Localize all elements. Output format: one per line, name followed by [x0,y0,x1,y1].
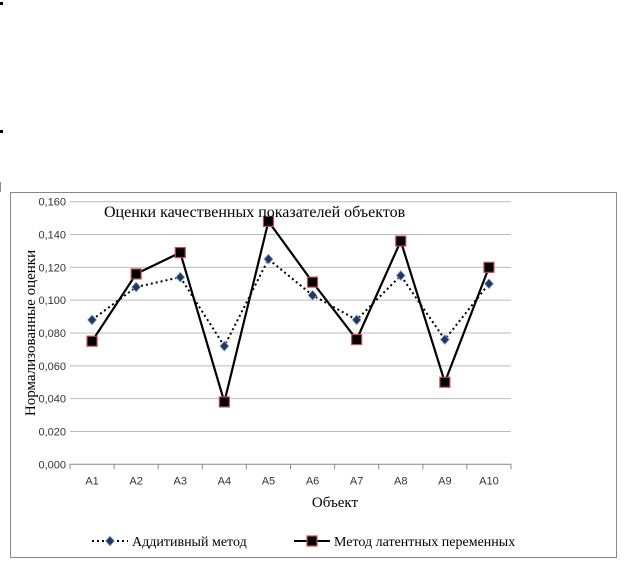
y-tick-label: 0,140 [38,230,66,242]
y-tick-label: 0,120 [38,262,66,274]
legend-label: Аддитивный метод [132,535,247,550]
chart-border [10,192,617,558]
y-tick-label: 0,080 [38,328,66,340]
x-tick-label: A3 [174,475,187,487]
data-point [174,246,186,259]
data-point [395,269,406,282]
data-point [130,268,142,280]
data-point [306,276,319,288]
y-tick-label: 0,100 [38,295,66,307]
series-0 [87,253,494,352]
y-tick-label: 0,020 [38,426,66,438]
x-tick-label: A10 [479,475,499,487]
x-tick-label: A2 [129,475,142,487]
y-tick-label: 0,040 [38,394,66,406]
page-fragment-mark [0,2,3,5]
data-point [439,376,451,388]
data-point [218,396,230,408]
y-axis-label: Нормализованные оценки [23,250,39,416]
x-axis-label: Объект [312,495,359,511]
legend-marker [306,535,318,547]
y-tick-label: 0,000 [38,459,66,471]
data-point [87,314,98,326]
y-tick-label: 0,060 [38,361,66,373]
x-tick-label: A5 [262,475,275,487]
chart-title: Оценки качественных показателей объектов [104,204,406,221]
legend-label: Метод латентных переменных [334,535,515,550]
x-tick-label: A8 [394,475,407,487]
data-point [86,335,98,347]
series-line [91,218,490,407]
data-point [351,314,362,326]
data-point [262,215,275,227]
x-tick-label: A9 [438,475,451,487]
data-point [483,278,494,290]
data-point [395,235,407,247]
x-tick-label: A7 [350,475,363,487]
page-fragment-mark [0,130,3,133]
legend-marker [104,535,116,547]
page-fragment-line [0,182,1,192]
data-point [263,253,274,265]
data-point [307,289,318,301]
data-point [219,340,230,352]
legend: Аддитивный метод Метод латентных переменн… [92,535,515,550]
data-point [439,333,450,346]
data-point [175,271,186,283]
data-point [483,261,495,273]
x-tick-label: A6 [306,475,319,487]
y-tick-label: 0,160 [38,197,66,209]
x-tick-label: A4 [218,475,231,487]
data-point [351,333,363,346]
series-1 [86,215,495,408]
x-tick-label: A1 [85,475,98,487]
data-point [131,281,142,293]
